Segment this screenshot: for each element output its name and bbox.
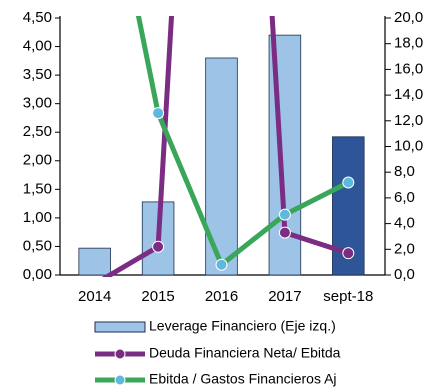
y2-tick-label: 4,0 (394, 215, 415, 232)
y2-tick-label: 2,0 (394, 240, 415, 257)
legend-label: Ebitda / Gastos Financieros Aj (149, 371, 337, 387)
x-tick-label: sept-18 (323, 288, 373, 305)
plot-area (78, 16, 365, 277)
bar (78, 247, 111, 276)
y-tick-label: 1,50 (23, 180, 52, 197)
y2-tick-label: 0,0 (394, 266, 415, 283)
x-tick-label: 2014 (78, 288, 111, 305)
y-tick-label: 4,50 (23, 9, 52, 26)
line-marker (278, 226, 291, 239)
y-tick-label: 4,00 (23, 38, 52, 55)
legend-marker (114, 348, 126, 360)
x-tick-label: 2017 (268, 288, 301, 305)
line-marker (342, 247, 355, 260)
y2-tick-label: 12,0 (394, 112, 423, 129)
x-tick-label: 2016 (205, 288, 238, 305)
y2-tick-label: 6,0 (394, 189, 415, 206)
y2-tick-label: 8,0 (394, 163, 415, 180)
legend-marker (114, 374, 126, 386)
legend-label: Leverage Financiero (Eje izq.) (149, 318, 336, 334)
y-tick-label: 0,50 (23, 237, 52, 254)
line-marker (278, 208, 291, 221)
y-tick-label: 2,00 (23, 152, 52, 169)
x-tick-label: 2015 (141, 288, 174, 305)
y-tick-label: 0,00 (23, 266, 52, 283)
y-tick-label: 2,50 (23, 123, 52, 140)
y-tick-label: 3,50 (23, 66, 52, 83)
y2-tick-label: 14,0 (394, 86, 423, 103)
y-tick-label: 1,00 (23, 209, 52, 226)
legend-label: Deuda Financiera Neta/ Ebitda (149, 345, 341, 361)
y2-tick-label: 20,0 (394, 9, 423, 26)
legend-swatch (94, 321, 146, 333)
line-marker (152, 107, 165, 120)
y2-tick-label: 10,0 (394, 137, 423, 154)
line (101, 16, 350, 277)
y2-tick-label: 16,0 (394, 60, 423, 77)
line-marker (152, 240, 165, 253)
line-marker (215, 258, 228, 271)
y-tick-label: 3,00 (23, 95, 52, 112)
y2-tick-label: 18,0 (394, 35, 423, 52)
line-marker (342, 176, 355, 189)
